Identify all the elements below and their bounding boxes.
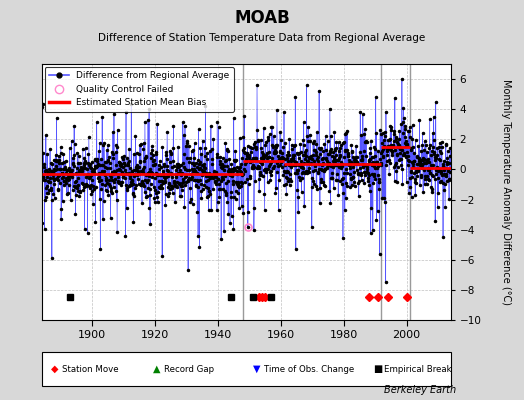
Text: Empirical Break: Empirical Break xyxy=(384,364,452,374)
Y-axis label: Monthly Temperature Anomaly Difference (°C): Monthly Temperature Anomaly Difference (… xyxy=(501,79,511,305)
Text: ▲: ▲ xyxy=(154,364,161,374)
Text: Difference of Station Temperature Data from Regional Average: Difference of Station Temperature Data f… xyxy=(99,33,425,43)
Text: MOAB: MOAB xyxy=(234,9,290,27)
Text: Record Gap: Record Gap xyxy=(164,364,214,374)
Text: Station Move: Station Move xyxy=(62,364,118,374)
Text: Time of Obs. Change: Time of Obs. Change xyxy=(264,364,354,374)
Legend: Difference from Regional Average, Quality Control Failed, Estimated Station Mean: Difference from Regional Average, Qualit… xyxy=(45,67,234,112)
Text: ◆: ◆ xyxy=(51,364,59,374)
Text: ▼: ▼ xyxy=(253,364,260,374)
Text: Berkeley Earth: Berkeley Earth xyxy=(384,385,456,395)
Text: ■: ■ xyxy=(373,364,382,374)
